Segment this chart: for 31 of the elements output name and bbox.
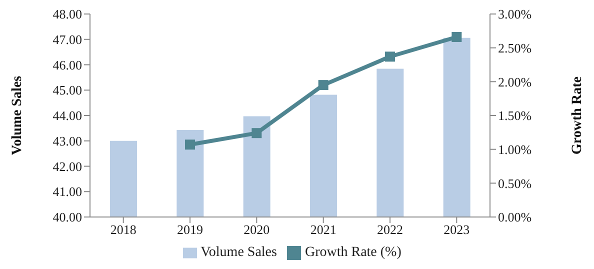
x-tick-label: 2020 (244, 222, 270, 238)
y-axis-title: Volume Sales (10, 75, 25, 156)
y2-tick-label: 0.50% (498, 176, 532, 191)
point (185, 140, 195, 150)
y2-tick-label: 1.00% (498, 142, 532, 157)
y2-tick-label: 2.50% (498, 40, 532, 56)
y-tick-label: 48.00 (52, 6, 82, 22)
y2-tick-label: 1.50% (498, 108, 532, 124)
y-tick-label: 41.00 (52, 184, 82, 200)
y-tick-label: 47.00 (52, 32, 82, 47)
y2-tick-label: 3.00% (498, 6, 532, 22)
y-tick-label: 44.00 (52, 108, 82, 124)
x-tick-label: 2019 (177, 222, 203, 238)
legend-label: Volume Sales (200, 245, 277, 260)
legend-label: Growth Rate (%) (304, 245, 402, 260)
y-tick-label: 45.00 (52, 82, 82, 98)
point (385, 52, 395, 62)
y-tick-label: 42.00 (52, 158, 82, 174)
x-tick-label: 2023 (444, 222, 470, 238)
y2-tick-label: 0.00% (498, 210, 532, 225)
y-tick-label: 40.00 (52, 210, 82, 225)
point (452, 32, 462, 42)
x-tick-label: 2018 (110, 222, 136, 238)
point (318, 80, 328, 90)
point (252, 128, 262, 138)
y-tick-label: 46.00 (52, 57, 82, 72)
x-tick-label: 2021 (310, 222, 336, 238)
x-tick-label: 2022 (377, 222, 403, 238)
y2-axis-title: Growth Rate (570, 76, 585, 154)
y2-tick-label: 2.00% (498, 74, 532, 90)
y-tick-label: 43.00 (52, 133, 82, 148)
